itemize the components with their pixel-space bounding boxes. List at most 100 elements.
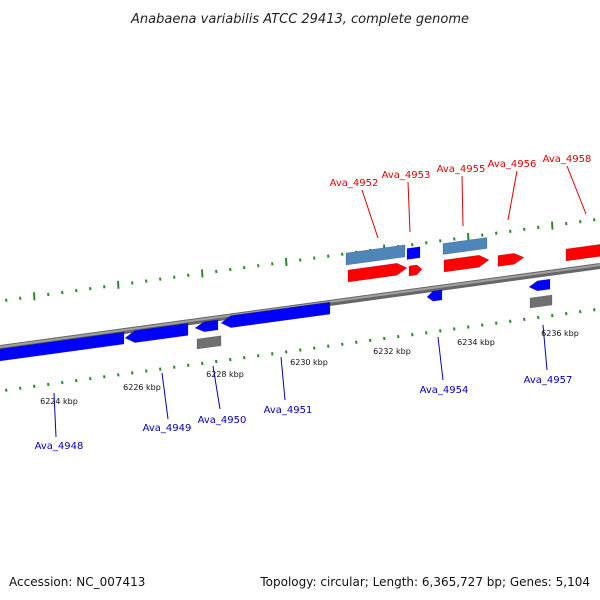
tick-mark-upper — [593, 218, 596, 222]
reverse-gene-leader-line — [53, 392, 57, 438]
tick-mark-upper — [523, 227, 526, 232]
gene-ava-4952 — [347, 262, 408, 283]
tick-mark-upper — [341, 252, 344, 256]
gene-ava-4950 — [194, 319, 219, 333]
forward-gene-label: Ava_4958 — [543, 154, 592, 165]
tick-mark-upper — [201, 269, 204, 278]
gene-ava-4958 — [565, 244, 600, 262]
tick-mark-upper — [537, 225, 540, 230]
reverse-gene-leader-line — [212, 365, 221, 410]
tick-mark-lower — [201, 361, 204, 366]
tick-mark-upper — [285, 257, 288, 266]
tick-mark-upper — [313, 256, 316, 260]
tick-mark-lower — [117, 373, 120, 377]
tick-mark-lower — [327, 344, 330, 348]
forward-gene-label: Ava_4952 — [330, 178, 379, 189]
tick-mark-upper — [467, 232, 470, 242]
gene-ava-4951 — [220, 301, 331, 328]
topology-text: Topology: circular; Length: 6,365,727 bp… — [259, 575, 590, 589]
tick-mark-upper — [425, 241, 428, 245]
tick-mark-upper — [551, 221, 554, 230]
tick-mark-lower — [537, 315, 540, 320]
tick-mark-lower — [257, 354, 260, 358]
scale-label: 6234 kbp — [457, 338, 495, 347]
tick-mark-lower — [481, 323, 484, 327]
gene-ava-4956 — [497, 253, 525, 267]
tick-mark-lower — [509, 319, 512, 323]
feature-ava-4950-rna — [196, 335, 222, 350]
tick-mark-upper — [565, 221, 568, 226]
tick-mark-lower — [75, 378, 78, 383]
tick-mark-lower — [313, 346, 316, 350]
tick-mark-upper — [229, 267, 232, 272]
gene-features — [0, 237, 600, 362]
forward-gene-label: Ava_4955 — [437, 164, 486, 175]
reverse-gene-leader-line — [437, 336, 444, 381]
feature-ava-4957-rna — [529, 294, 553, 309]
tick-mark-lower — [565, 311, 568, 316]
tick-mark-upper — [453, 237, 456, 241]
reverse-gene-leader-line — [542, 324, 548, 371]
scale-label: 6228 kbp — [206, 370, 244, 379]
tick-mark-lower — [341, 342, 344, 346]
tick-mark-lower — [579, 310, 582, 314]
tick-mark-lower — [19, 386, 22, 390]
reverse-gene-label: Ava_4950 — [198, 415, 247, 426]
cds-ava-4952 — [345, 244, 406, 266]
gene-ava-4948 — [0, 331, 125, 362]
tick-mark-lower — [467, 325, 470, 329]
tick-mark-lower — [215, 359, 218, 364]
tick-mark-lower — [397, 334, 400, 339]
gene-ava-4949 — [124, 323, 189, 343]
tick-mark-lower — [89, 377, 92, 381]
tick-mark-upper — [103, 285, 106, 289]
tick-mark-lower — [453, 327, 456, 331]
tick-mark-lower — [551, 313, 554, 318]
tick-mark-upper — [5, 298, 8, 302]
tick-mark-lower — [229, 357, 232, 362]
tick-mark-lower — [299, 348, 302, 352]
tick-mark-upper — [19, 296, 22, 300]
tick-mark-upper — [411, 243, 414, 247]
tick-mark-upper — [509, 229, 512, 233]
tick-mark-upper — [61, 290, 64, 295]
tick-mark-lower — [145, 369, 148, 373]
map-title: Anabaena variabilis ATCC 29413, complete… — [130, 12, 469, 27]
reverse-gene-leader-line — [280, 356, 286, 401]
tick-mark-lower — [593, 308, 596, 312]
tick-mark-upper — [481, 233, 484, 237]
tick-mark-upper — [439, 239, 442, 243]
tick-mark-lower — [495, 321, 498, 325]
tick-mark-lower — [5, 388, 8, 392]
tick-mark-lower — [523, 317, 526, 322]
tick-mark-upper — [495, 231, 498, 235]
reverse-gene-leader-line — [161, 372, 169, 420]
tick-mark-lower — [369, 338, 372, 343]
tick-mark-lower — [47, 382, 50, 387]
scale-label: 6236 kbp — [541, 329, 579, 338]
scale-labels: 6224 kbp 6226 kbp 6228 kbp 6230 kbp 6232 kbp… — [40, 329, 579, 406]
tick-mark-lower — [355, 340, 358, 345]
tick-mark-upper — [187, 273, 190, 277]
scale-label: 6232 kbp — [373, 347, 411, 356]
forward-gene-label: Ava_4953 — [382, 170, 431, 181]
tick-mark-upper — [271, 262, 274, 266]
tick-mark-lower — [173, 365, 176, 369]
forward-gene-leader-line — [361, 189, 379, 239]
accession-text: Accession: NC_007413 — [9, 575, 145, 589]
tick-mark-upper — [159, 277, 162, 281]
gene-ava-4953 — [408, 264, 423, 277]
forward-gene-leader-line — [407, 181, 411, 233]
gene-ava-4954 — [426, 289, 443, 302]
tick-mark-upper — [257, 264, 260, 268]
gene-ava-4955 — [443, 254, 490, 273]
reverse-gene-label: Ava_4954 — [420, 385, 469, 396]
tick-mark-upper — [327, 254, 330, 258]
scale-label: 6226 kbp — [123, 383, 161, 392]
reverse-gene-label: Ava_4949 — [143, 423, 192, 434]
tick-mark-lower — [187, 363, 190, 367]
tick-mark-lower — [383, 336, 386, 341]
forward-gene-leader-line — [566, 165, 587, 215]
tick-mark-lower — [131, 371, 134, 375]
